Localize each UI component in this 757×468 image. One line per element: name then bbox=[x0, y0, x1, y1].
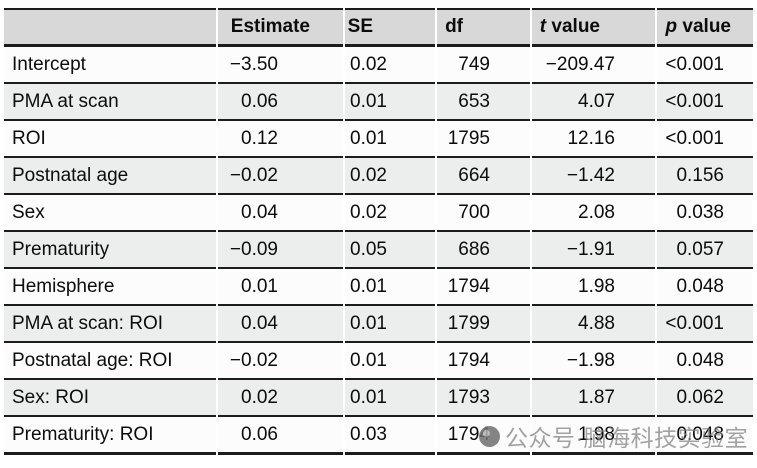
row-label: Hemisphere bbox=[4, 269, 216, 306]
cell-p-value: 0.062 bbox=[657, 380, 753, 417]
cell-se: 0.01 bbox=[345, 306, 435, 343]
cell-df: 700 bbox=[437, 195, 530, 232]
row-label: Sex: ROI bbox=[4, 380, 216, 417]
cell-t-value: 4.07 bbox=[532, 84, 655, 121]
row-label: Sex bbox=[4, 195, 216, 232]
cell-se: 0.05 bbox=[345, 232, 435, 269]
cell-estimate: −0.02 bbox=[218, 158, 343, 195]
cell-estimate: 0.01 bbox=[218, 269, 343, 306]
cell-estimate: 0.04 bbox=[218, 195, 343, 232]
cell-estimate: 0.12 bbox=[218, 121, 343, 158]
row-label: Intercept bbox=[4, 47, 216, 84]
cell-p-value: <0.001 bbox=[657, 306, 753, 343]
header-corner-cell bbox=[4, 8, 216, 47]
table-row: ROI 0.12 0.01 1795 12.16 <0.001 bbox=[4, 121, 753, 158]
table-row: Postnatal age: ROI −0.02 0.01 1794 −1.98… bbox=[4, 343, 753, 380]
cell-df: 664 bbox=[437, 158, 530, 195]
table-row: Postnatal age −0.02 0.02 664 −1.42 0.156 bbox=[4, 158, 753, 195]
cell-df: 1799 bbox=[437, 306, 530, 343]
row-label: Prematurity bbox=[4, 232, 216, 269]
cell-t-value: 2.08 bbox=[532, 195, 655, 232]
cell-se: 0.03 bbox=[345, 417, 435, 455]
cell-t-value: 1.98 bbox=[532, 269, 655, 306]
row-label: Postnatal age: ROI bbox=[4, 343, 216, 380]
cell-se: 0.01 bbox=[345, 380, 435, 417]
cell-t-value: 12.16 bbox=[532, 121, 655, 158]
cell-estimate: 0.06 bbox=[218, 417, 343, 455]
cell-p-value: 0.057 bbox=[657, 232, 753, 269]
cell-estimate: 0.04 bbox=[218, 306, 343, 343]
t-value-word: value bbox=[546, 16, 600, 37]
cell-p-value: <0.001 bbox=[657, 121, 753, 158]
table-row: PMA at scan: ROI 0.04 0.01 1799 4.88 <0.… bbox=[4, 306, 753, 343]
cell-se: 0.02 bbox=[345, 195, 435, 232]
table-row: Intercept −3.50 0.02 749 −209.47 <0.001 bbox=[4, 47, 753, 84]
header-t-value: t value bbox=[532, 8, 655, 47]
row-label: Prematurity: ROI bbox=[4, 417, 216, 455]
cell-t-value: −209.47 bbox=[532, 47, 655, 84]
cell-p-value: 0.048 bbox=[657, 343, 753, 380]
table-row: Hemisphere 0.01 0.01 1794 1.98 0.048 bbox=[4, 269, 753, 306]
cell-df: 686 bbox=[437, 232, 530, 269]
cell-df: 1794 bbox=[437, 269, 530, 306]
cell-estimate: −0.02 bbox=[218, 343, 343, 380]
header-p-value: p value bbox=[657, 8, 753, 47]
row-label: PMA at scan bbox=[4, 84, 216, 121]
cell-df: 1795 bbox=[437, 121, 530, 158]
cell-se: 0.01 bbox=[345, 343, 435, 380]
table-body: Intercept −3.50 0.02 749 −209.47 <0.001 … bbox=[4, 47, 753, 455]
cell-p-value: <0.001 bbox=[657, 47, 753, 84]
mixed-effects-model-table: Estimate SE df t value p value Intercept… bbox=[2, 8, 755, 455]
cell-t-value: 1.87 bbox=[532, 380, 655, 417]
cell-p-value: 0.038 bbox=[657, 195, 753, 232]
cell-p-value: 0.048 bbox=[657, 417, 753, 455]
header-estimate: Estimate bbox=[218, 8, 343, 47]
row-label: PMA at scan: ROI bbox=[4, 306, 216, 343]
cell-df: 1793 bbox=[437, 380, 530, 417]
table-row: Prematurity −0.09 0.05 686 −1.91 0.057 bbox=[4, 232, 753, 269]
table-row: Sex 0.04 0.02 700 2.08 0.038 bbox=[4, 195, 753, 232]
table-header: Estimate SE df t value p value bbox=[4, 8, 753, 47]
t-symbol: t bbox=[539, 16, 547, 37]
cell-df: 1794 bbox=[437, 343, 530, 380]
cell-df: 1794 bbox=[437, 417, 530, 455]
header-se: SE bbox=[345, 8, 435, 47]
cell-t-value: −1.98 bbox=[532, 343, 655, 380]
table-row: Prematurity: ROI 0.06 0.03 1794 1.98 0.0… bbox=[4, 417, 753, 455]
cell-se: 0.02 bbox=[345, 158, 435, 195]
cell-estimate: 0.02 bbox=[218, 380, 343, 417]
table-row: PMA at scan 0.06 0.01 653 4.07 <0.001 bbox=[4, 84, 753, 121]
cell-t-value: −1.91 bbox=[532, 232, 655, 269]
row-label: Postnatal age bbox=[4, 158, 216, 195]
row-label: ROI bbox=[4, 121, 216, 158]
p-symbol: p bbox=[665, 16, 678, 37]
cell-p-value: <0.001 bbox=[657, 84, 753, 121]
p-value-word: value bbox=[677, 16, 731, 37]
cell-df: 653 bbox=[437, 84, 530, 121]
cell-estimate: −3.50 bbox=[218, 47, 343, 84]
cell-t-value: −1.42 bbox=[532, 158, 655, 195]
cell-df: 749 bbox=[437, 47, 530, 84]
cell-p-value: 0.156 bbox=[657, 158, 753, 195]
table-row: Sex: ROI 0.02 0.01 1793 1.87 0.062 bbox=[4, 380, 753, 417]
cell-se: 0.01 bbox=[345, 121, 435, 158]
statistics-table-container: Estimate SE df t value p value Intercept… bbox=[2, 8, 755, 455]
header-row: Estimate SE df t value p value bbox=[4, 8, 753, 47]
cell-se: 0.01 bbox=[345, 84, 435, 121]
cell-t-value: 4.88 bbox=[532, 306, 655, 343]
cell-t-value: 1.98 bbox=[532, 417, 655, 455]
cell-estimate: 0.06 bbox=[218, 84, 343, 121]
cell-p-value: 0.048 bbox=[657, 269, 753, 306]
cell-estimate: −0.09 bbox=[218, 232, 343, 269]
header-df: df bbox=[437, 8, 530, 47]
cell-se: 0.02 bbox=[345, 47, 435, 84]
cell-se: 0.01 bbox=[345, 269, 435, 306]
